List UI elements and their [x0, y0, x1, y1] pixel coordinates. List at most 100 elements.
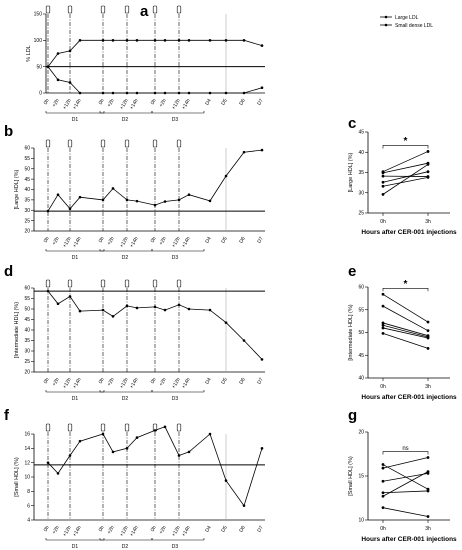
- y-tick-label: 25: [358, 211, 364, 217]
- y-tick-label: 45: [358, 130, 364, 136]
- syringe-icon: [67, 139, 73, 148]
- data-point: [177, 454, 181, 457]
- x-tick-label: +2h: [158, 525, 168, 536]
- data-point: [101, 198, 105, 202]
- y-tick-label: 12: [24, 460, 30, 466]
- x-tick-label: +2h: [158, 98, 168, 109]
- y-tick-label: 100: [34, 38, 43, 44]
- y-tick-label: 0: [39, 91, 42, 97]
- x-tick-label: +2h: [158, 377, 168, 388]
- x-tick-label: +2h: [51, 236, 61, 247]
- day-label: D1: [72, 117, 79, 123]
- data-point: [426, 161, 430, 165]
- data-point: [426, 515, 430, 518]
- data-point: [68, 81, 72, 84]
- y-tick-label: 14: [24, 446, 30, 452]
- x-tick-label: +12h: [62, 525, 73, 538]
- significance-bracket: [382, 145, 429, 149]
- data-point: [242, 39, 246, 42]
- data-point: [242, 339, 246, 342]
- day-label: D2: [122, 396, 129, 402]
- data-point: [135, 199, 139, 203]
- syringe-icon: [45, 5, 51, 14]
- x-tick-label: 3h: [425, 219, 431, 225]
- x-tick-label: D5: [220, 377, 229, 386]
- pair-line: [382, 327, 429, 339]
- data-point: [177, 303, 181, 307]
- x-tick-label: D7: [256, 98, 265, 107]
- significance-bracket: [382, 287, 429, 292]
- day-label: D3: [172, 117, 179, 123]
- x-tick-label: +12h: [119, 98, 130, 111]
- data-point: [381, 463, 385, 466]
- x-tick-label: +14h: [129, 98, 140, 111]
- y-tick-label: 20: [358, 430, 364, 436]
- data-point: [111, 39, 115, 42]
- x-tick-label: +12h: [119, 236, 130, 249]
- syringe-icon: [176, 279, 182, 288]
- y-tick-label: 60: [24, 146, 30, 152]
- data-point: [163, 91, 167, 95]
- data-point: [260, 447, 264, 450]
- y-tick-label: 45: [24, 317, 30, 323]
- data-point: [224, 479, 228, 482]
- pair-line: [382, 457, 429, 469]
- y-tick-label: 4: [27, 518, 30, 524]
- day-label: D1: [72, 544, 79, 550]
- x-tick-label: D6: [238, 377, 247, 386]
- y-tick-label: 25: [24, 218, 30, 224]
- y-tick-label: 55: [24, 296, 30, 302]
- x-tick-label: +14h: [129, 525, 140, 538]
- data-point: [187, 307, 191, 311]
- day-label: D2: [122, 544, 129, 550]
- y-tick-label: 50: [24, 166, 30, 172]
- data-point: [78, 439, 82, 443]
- y-axis-label: [Large HDL] (%): [348, 152, 354, 192]
- panel-label: e: [348, 263, 356, 280]
- x-tick-label: D5: [220, 525, 229, 534]
- panel-c: c 25 30 35 40 45 [Large HDL] (%) 0h 3h Hours afte…: [348, 115, 457, 236]
- y-tick-label: 35: [24, 198, 30, 204]
- data-point: [242, 91, 246, 95]
- x-tick-label: D4: [204, 236, 213, 245]
- data-point: [163, 425, 167, 429]
- syringe-icon: [152, 279, 158, 288]
- data-point: [426, 489, 430, 493]
- data-point: [381, 192, 385, 196]
- y-tick-label: 40: [358, 376, 364, 382]
- data-point: [68, 207, 72, 211]
- data-point: [135, 91, 139, 95]
- x-tick-label: +14h: [72, 525, 83, 538]
- y-tick-label: 60: [358, 285, 364, 291]
- data-point: [78, 91, 82, 95]
- data-point: [224, 321, 228, 324]
- syringe-icon: [67, 5, 73, 14]
- data-point: [381, 323, 385, 327]
- x-tick-label: +2h: [51, 525, 61, 536]
- data-point: [381, 491, 385, 495]
- data-point: [260, 148, 264, 152]
- x-tick-label: D7: [256, 377, 265, 386]
- data-point: [381, 326, 385, 330]
- day-label: D3: [172, 396, 179, 402]
- data-point: [68, 454, 72, 457]
- pair-line: [382, 324, 429, 338]
- series-line: [47, 426, 263, 507]
- y-axis-label: % LDL: [26, 45, 32, 62]
- x-axis-label: Hours after CER-001 injections: [361, 394, 457, 401]
- x-tick-label: D5: [220, 236, 229, 245]
- x-tick-label: +12h: [171, 377, 182, 390]
- pair-line: [382, 464, 429, 490]
- x-tick-label: +12h: [171, 236, 182, 249]
- data-point: [224, 39, 228, 42]
- syringe-icon: [152, 5, 158, 14]
- pair-line: [382, 305, 429, 332]
- data-point: [111, 187, 115, 190]
- data-point: [101, 39, 105, 42]
- y-axis-label: [Small HDL] (%): [348, 456, 354, 496]
- x-tick-label: 0h: [43, 98, 51, 106]
- data-point: [125, 198, 129, 202]
- x-tick-label: +14h: [181, 377, 192, 390]
- x-tick-label: +12h: [62, 377, 73, 390]
